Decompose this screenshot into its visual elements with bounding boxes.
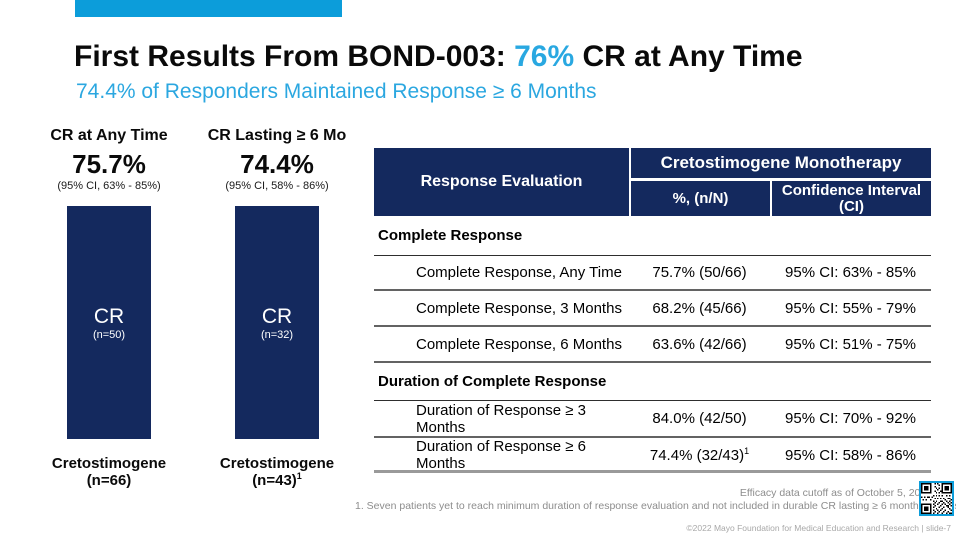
bar-title: CR Lasting ≥ 6 Mo [207,127,347,144]
table-row: Duration of Response ≥ 6 Months 74.4% (3… [374,438,931,473]
category-n: (n=66) [86,472,132,489]
table-row: Complete Response, 6 Months 63.6% (42/66… [374,327,931,363]
data-cutoff-note: Efficacy data cutoff as of October 5, 20… [739,487,935,499]
row-label: Duration of Response ≥ 3 Months [416,401,586,436]
value-text: 75.7% (50/66) [652,264,747,281]
bar-group-cr-any-time: CR at Any Time 75.7% (95% CI, 63% - 85%)… [34,126,184,489]
footnote-ref: 1 [296,471,302,481]
category-n: (n=43) [252,472,297,489]
row-label: Duration of Response ≥ 6 Months [416,438,586,472]
bar-cr-lasting-6mo: CR (n=32) [235,206,319,439]
section-header-complete-response: Complete Response [374,216,931,256]
section-header-duration-of-complete-response: Duration of Complete Response [374,363,931,401]
table-body: Complete Response Complete Response, Any… [374,216,931,473]
table-row: Complete Response, 3 Months 68.2% (45/66… [374,291,931,327]
copyright-line: ©2022 Mayo Foundation for Medical Educat… [686,523,951,533]
title-suffix: CR at Any Time [574,40,803,73]
row-label: Complete Response, 3 Months [416,299,622,317]
column-group-header: Cretostimogene Monotherapy [631,148,931,178]
row-ci: 95% CI: 70% - 92% [785,410,916,427]
title-highlight: 76% [514,40,575,73]
bar-cr-any-time: CR (n=50) [67,206,151,439]
bar-inner-sublabel: (n=50) [92,329,126,341]
value-text: 84.0% (42/50) [652,410,747,427]
bar-inner-sublabel: (n=32) [260,329,294,341]
bar-value: 75.7% [72,149,146,179]
page-title: First Results From BOND-003: 76% CR at A… [74,40,803,74]
bar-title: CR at Any Time [50,127,168,144]
bar-confidence-interval: (95% CI, 58% - 86%) [225,180,329,192]
page-subtitle: 74.4% of Responders Maintained Response … [76,80,597,103]
bar-value: 74.4% [240,149,314,179]
column-header-percent: %, (n/N) [631,181,770,216]
value-text: 68.2% (45/66) [652,299,747,317]
row-value: 68.2% (45/66) [629,300,770,317]
row-ci: 95% CI: 63% - 85% [785,264,916,281]
qr-code-icon [919,481,954,516]
accent-bar [75,0,342,17]
value-text: 63.6% (42/66) [652,335,747,353]
table-row: Duration of Response ≥ 3 Months 84.0% (4… [374,401,931,438]
bar-group-cr-lasting-6mo: CR Lasting ≥ 6 Mo 74.4% (95% CI, 58% - 8… [202,126,352,489]
footnote-ref: 1 [744,445,750,456]
column-header-confidence-interval: Confidence Interval (CI) [772,181,931,216]
row-ci: 95% CI: 55% - 79% [785,299,916,317]
row-label: Complete Response, Any Time [416,264,622,281]
row-value: 74.4% (32/43)1 [629,445,770,464]
value-text: 74.4% (32/43) [649,446,745,464]
bar-confidence-interval: (95% CI, 63% - 85%) [57,180,161,192]
bar-category-label: Cretostimogene (n=43)1 [202,455,352,489]
column-header-response-evaluation: Response Evaluation [374,148,629,216]
row-value: 75.7% (50/66) [629,264,770,281]
bar-category-label: Cretostimogene (n=66) [34,455,184,489]
category-name: Cretostimogene [219,455,335,472]
row-ci: 95% CI: 51% - 75% [785,335,916,353]
footnote-1: 1. Seven patients yet to reach minimum d… [355,500,956,512]
row-label: Complete Response, 6 Months [416,335,622,353]
table-row: Complete Response, Any Time 75.7% (50/66… [374,256,931,291]
bar-inner-label: CR [93,305,125,328]
category-name: Cretostimogene [51,455,167,472]
row-ci: 95% CI: 58% - 86% [785,446,916,464]
bar-inner-label: CR [261,305,293,328]
title-prefix: First Results From BOND-003: [74,40,515,73]
row-value: 63.6% (42/66) [629,336,770,353]
row-value: 84.0% (42/50) [629,410,770,427]
